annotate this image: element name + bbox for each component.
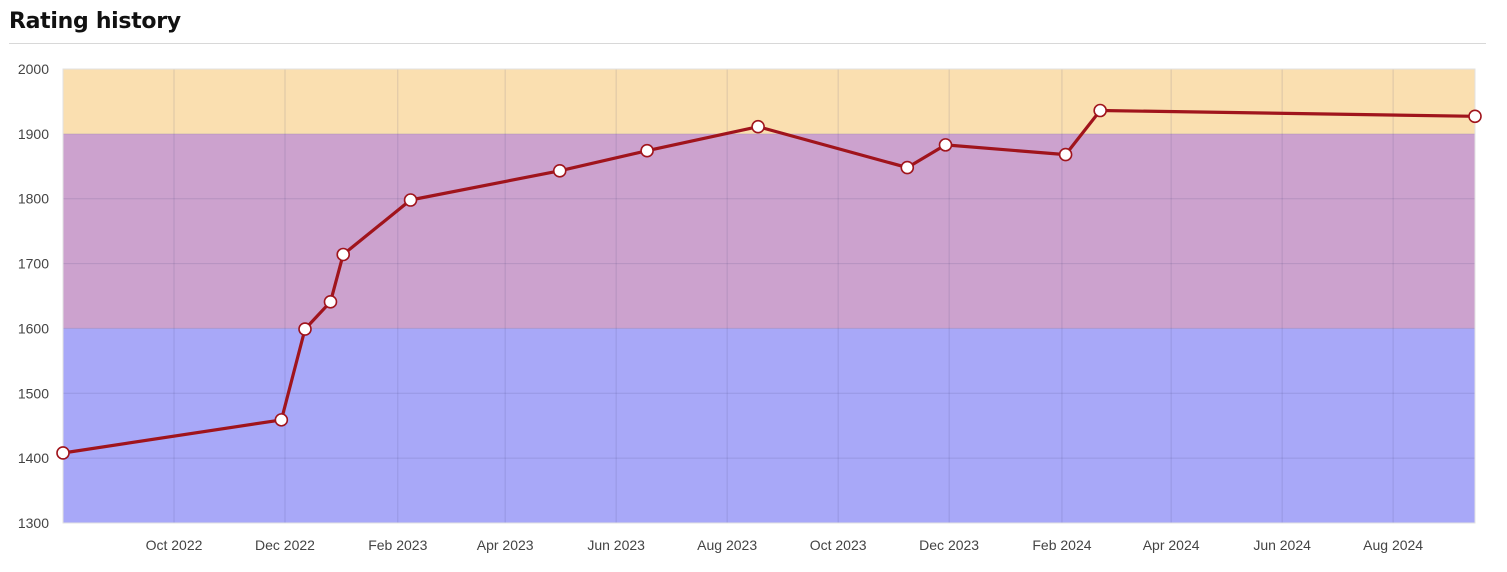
y-tick-label: 1500 bbox=[18, 385, 49, 401]
x-tick-label: Aug 2024 bbox=[1363, 537, 1423, 553]
y-tick-label: 1300 bbox=[18, 515, 49, 531]
x-tick-label: Oct 2022 bbox=[146, 537, 203, 553]
rating-point[interactable] bbox=[1468, 109, 1482, 124]
rating-point[interactable] bbox=[336, 247, 351, 262]
x-tick-label: Jun 2024 bbox=[1253, 537, 1311, 553]
chart-title: Rating history bbox=[9, 9, 181, 34]
x-axis: Oct 2022 Dec 2022 Feb 2023 Apr 2023 Jun 2023… bbox=[146, 537, 1424, 553]
y-tick-label: 2000 bbox=[18, 61, 49, 77]
rating-band bbox=[63, 133, 1475, 329]
x-tick-label: Dec 2022 bbox=[255, 537, 315, 553]
x-tick-label: Apr 2023 bbox=[477, 537, 534, 553]
y-tick-label: 1800 bbox=[18, 191, 49, 207]
rating-band bbox=[63, 69, 1475, 134]
rating-band bbox=[63, 328, 1475, 523]
y-tick-label: 1600 bbox=[18, 320, 49, 336]
x-tick-label: Apr 2024 bbox=[1143, 537, 1200, 553]
rating-point[interactable] bbox=[640, 143, 654, 158]
x-tick-label: Feb 2023 bbox=[368, 537, 427, 553]
grid-lines bbox=[62, 68, 1476, 524]
x-tick-label: Aug 2023 bbox=[697, 537, 757, 553]
rating-point[interactable] bbox=[552, 164, 567, 178]
rating-point[interactable] bbox=[274, 413, 289, 427]
rating-point[interactable] bbox=[298, 322, 312, 336]
x-tick-label: Oct 2023 bbox=[810, 537, 867, 553]
plot-frame bbox=[62, 68, 1476, 524]
rating-point[interactable] bbox=[900, 160, 915, 175]
x-tick-label: Jun 2023 bbox=[587, 537, 645, 553]
rating-point[interactable] bbox=[751, 119, 765, 134]
y-tick-label: 1700 bbox=[18, 256, 49, 272]
y-tick-label: 1400 bbox=[18, 450, 49, 466]
rating-series bbox=[56, 103, 1482, 460]
y-tick-label: 1900 bbox=[18, 126, 49, 142]
rating-point[interactable] bbox=[323, 295, 338, 309]
rating-point[interactable] bbox=[938, 138, 953, 152]
rating-point[interactable] bbox=[1093, 103, 1107, 118]
chart-header: Rating history bbox=[9, 6, 1486, 44]
x-tick-label: Feb 2024 bbox=[1032, 537, 1091, 553]
rating-bands bbox=[63, 69, 1475, 523]
rating-point[interactable] bbox=[56, 446, 70, 460]
rating-point[interactable] bbox=[1058, 147, 1073, 162]
y-axis: 2000 1900 1800 1700 1600 1500 1400 1300 bbox=[18, 61, 49, 531]
x-tick-label: Dec 2023 bbox=[919, 537, 979, 553]
rating-point[interactable] bbox=[403, 193, 418, 207]
